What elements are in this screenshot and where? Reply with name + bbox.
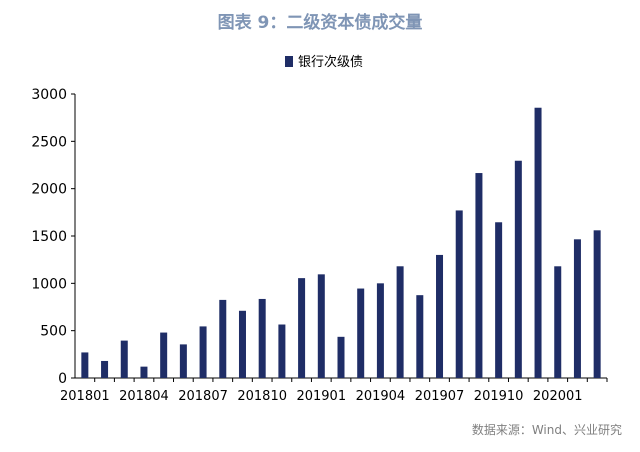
y-axis: 0 500 1000 1500 2000 2500 3000 (31, 87, 76, 387)
bar-201805 (160, 332, 168, 378)
x-axis: 201801 201804 201807 201810 201901 201904 2019… (60, 377, 608, 404)
bar-201806 (179, 344, 187, 378)
bar-201803 (120, 340, 128, 378)
bar-201810 (258, 298, 266, 378)
y-tick-label: 2500 (31, 134, 67, 150)
bar-202001 (554, 266, 562, 378)
y-tick-label: 2000 (31, 182, 67, 198)
bar-201903 (357, 288, 365, 378)
x-tick-label: 201904 (356, 389, 406, 404)
chart-title: 图表 9：二级资本债成交量 (217, 13, 423, 33)
x-tick-label: 201810 (237, 389, 287, 404)
bar-201802 (101, 360, 109, 378)
bar-201804 (140, 366, 148, 378)
y-tick-label: 500 (40, 324, 67, 340)
y-tick-label: 1000 (31, 276, 67, 292)
bar-201908 (455, 210, 463, 378)
bars (81, 107, 601, 378)
bar-201907 (436, 254, 444, 378)
x-tick-label: 201804 (119, 389, 169, 404)
bar-201807 (199, 326, 207, 378)
bar-201811 (278, 324, 286, 378)
legend: 银行次级债 (285, 54, 363, 70)
x-tick-label: 201801 (60, 389, 110, 404)
x-tick-label: 201807 (178, 389, 228, 404)
bar-201902 (337, 336, 345, 378)
y-tick-label: 1500 (31, 229, 67, 245)
x-tick-label: 201910 (474, 389, 524, 404)
x-tick-label: 201901 (296, 389, 346, 404)
legend-label: 银行次级债 (298, 54, 363, 70)
x-tick-label: 201907 (415, 389, 465, 404)
bar-201808 (219, 299, 227, 378)
y-tick-label: 0 (58, 371, 67, 387)
bar-202002 (573, 239, 581, 378)
x-tick-label: 202001 (533, 389, 583, 404)
bar-201809 (238, 310, 246, 378)
y-tick-label: 3000 (31, 87, 67, 103)
bar-202003 (593, 230, 601, 378)
bar-201901 (317, 274, 325, 378)
bar-201801 (81, 352, 89, 378)
bar-201906 (416, 295, 424, 378)
bar-201912 (534, 107, 542, 378)
bar-201904 (376, 283, 384, 378)
bar-201812 (298, 278, 306, 378)
bar-201910 (495, 222, 503, 378)
bar-201909 (475, 173, 483, 378)
source-note: 数据来源：Wind、兴业研究 (471, 423, 622, 437)
legend-swatch (285, 56, 293, 67)
bar-201911 (514, 160, 522, 378)
bar-201905 (396, 266, 404, 378)
